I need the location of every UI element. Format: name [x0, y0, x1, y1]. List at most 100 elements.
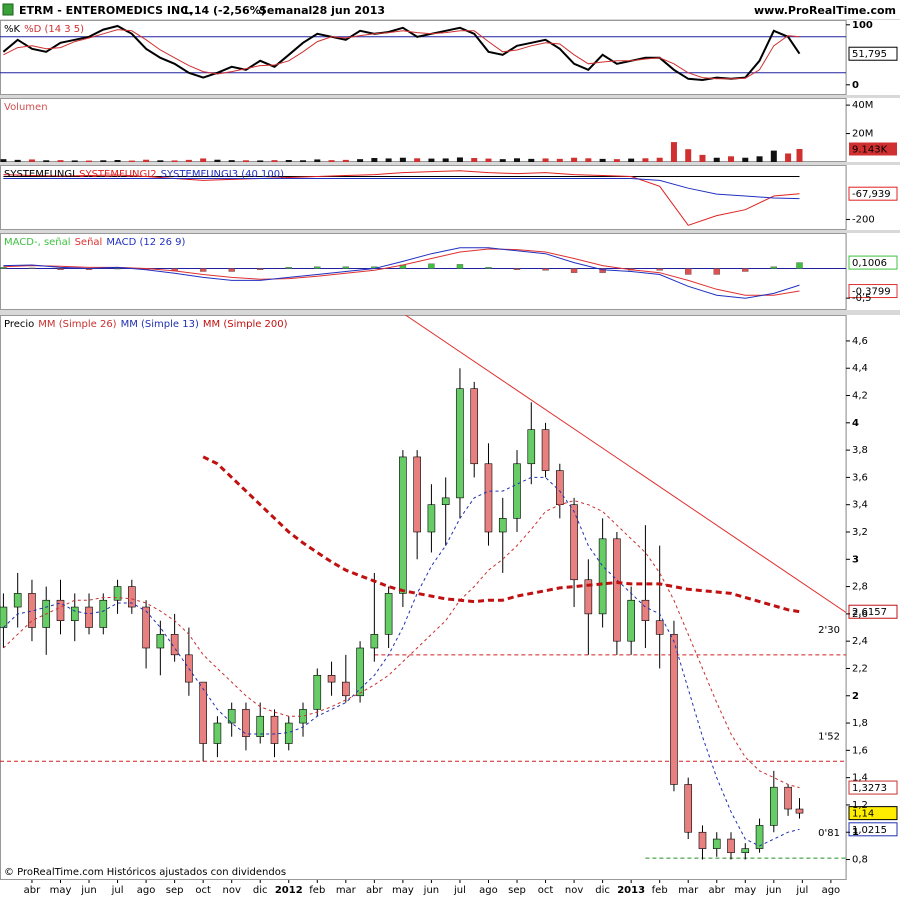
y-tick-label: 2	[852, 691, 859, 702]
value-label: 1,0215	[852, 825, 887, 836]
histogram-bar	[656, 268, 663, 271]
legend-entry: SYSTEMFUNGI	[4, 169, 75, 180]
histogram-bar	[257, 268, 264, 270]
histogram-bar	[599, 268, 606, 273]
y-tick-label: 1,4	[852, 773, 868, 784]
candle-body	[142, 606, 150, 649]
legend-entry: SYSTEMFUNGI2	[79, 169, 156, 180]
candle-body	[684, 784, 693, 833]
volume-bar	[585, 158, 592, 162]
x-axis-band	[0, 880, 900, 900]
value-label: 9.143K	[852, 144, 888, 155]
volume-bar	[728, 156, 735, 162]
volume-bar	[796, 148, 803, 162]
histogram-bar	[742, 268, 749, 272]
histogram-bar	[770, 266, 778, 269]
volume-bar	[257, 160, 264, 162]
candle-body	[741, 848, 750, 854]
legend-entry: %K	[4, 24, 21, 35]
date: 28 jun 2013	[312, 4, 385, 17]
volume-bar	[613, 159, 620, 162]
footer: © ProRealTime.com Históricos ajustados c…	[4, 866, 286, 878]
x-tick-label: feb	[652, 885, 668, 896]
x-tick-label: may	[734, 885, 756, 896]
legend-entry: %D (14 3 5)	[24, 24, 84, 35]
level-label: 2'30	[818, 625, 840, 636]
legend-entry: SYSTEMFUNGI3 (40 100)	[161, 169, 285, 180]
volume-bar	[28, 159, 35, 162]
candle-body	[456, 388, 464, 499]
volume-bar	[86, 160, 93, 162]
x-tick-label: jul	[453, 885, 466, 896]
x-tick-label: sep	[508, 885, 526, 896]
value-label-box	[848, 822, 898, 837]
histogram-bar	[542, 268, 549, 271]
volume-bar	[542, 158, 549, 162]
candle-body	[170, 634, 179, 656]
plot-area	[0, 142, 803, 162]
panel-frame	[0, 98, 847, 162]
volume-bar	[385, 158, 392, 162]
candle-body	[270, 715, 279, 744]
y-tick-label: 0	[852, 80, 859, 91]
candle-body	[670, 634, 678, 785]
candle-body	[242, 709, 250, 738]
legend-entry: MACD (12 26 9)	[106, 237, 185, 248]
volume-bar	[699, 154, 706, 162]
series-line	[3, 170, 800, 226]
candle-body	[13, 593, 22, 608]
value-label: -0,3799	[852, 287, 891, 298]
panel-title: %K %D (14 3 5)	[4, 24, 84, 35]
x-tick-label: jul	[795, 885, 808, 896]
value-label-box	[848, 806, 898, 821]
candle-body	[99, 599, 108, 628]
candle-body	[113, 586, 122, 601]
y-tick-label: 3,2	[852, 527, 868, 538]
candle-body	[613, 538, 621, 642]
candle-body	[128, 586, 136, 608]
x-tick-label: oct	[538, 885, 554, 896]
value-label-box	[848, 46, 898, 61]
candle-body	[356, 647, 364, 697]
value-label-box	[848, 604, 898, 619]
volume-bar	[656, 157, 663, 162]
site: www.ProRealTime.com	[754, 4, 896, 17]
volume-bar	[514, 158, 521, 162]
volume-bar	[528, 158, 535, 162]
period: Semanal	[259, 4, 312, 17]
histogram-bar	[28, 267, 36, 269]
app-icon	[2, 3, 14, 16]
x-tick-label: jul	[111, 885, 124, 896]
histogram-bar	[428, 263, 435, 269]
histogram-bar	[199, 268, 207, 272]
histogram-bar	[285, 267, 292, 269]
y-tick-label: 20M	[852, 129, 873, 140]
volume-bar	[0, 159, 7, 162]
candle-body	[627, 599, 635, 642]
x-tick-label: 2013	[617, 885, 645, 896]
volume-bar	[456, 157, 463, 162]
candle-body	[484, 463, 493, 533]
candle-body	[770, 786, 778, 826]
y-tick-label: 4	[852, 418, 859, 429]
y-tick-label: 3,6	[852, 472, 868, 483]
x-tick-label: abr	[366, 885, 383, 896]
volume-bar	[242, 160, 249, 162]
x-tick-label: jun	[765, 885, 781, 896]
value-label: 1,3273	[852, 783, 887, 794]
x-tick-label: abr	[708, 885, 725, 896]
volume-bar	[100, 160, 107, 162]
volume-bar	[71, 160, 78, 162]
candle-body	[156, 634, 165, 649]
histogram-bar	[485, 267, 492, 269]
volume-bar	[628, 158, 635, 162]
x-tick-label: nov	[222, 885, 240, 896]
y-tick-label: -200	[852, 214, 875, 225]
histogram-bar	[713, 268, 720, 275]
volume-bar	[357, 159, 364, 162]
candle-body	[541, 429, 550, 471]
right-labels: 9.143K	[849, 142, 897, 156]
volume-bar	[770, 150, 777, 162]
plot-area	[3, 170, 800, 226]
